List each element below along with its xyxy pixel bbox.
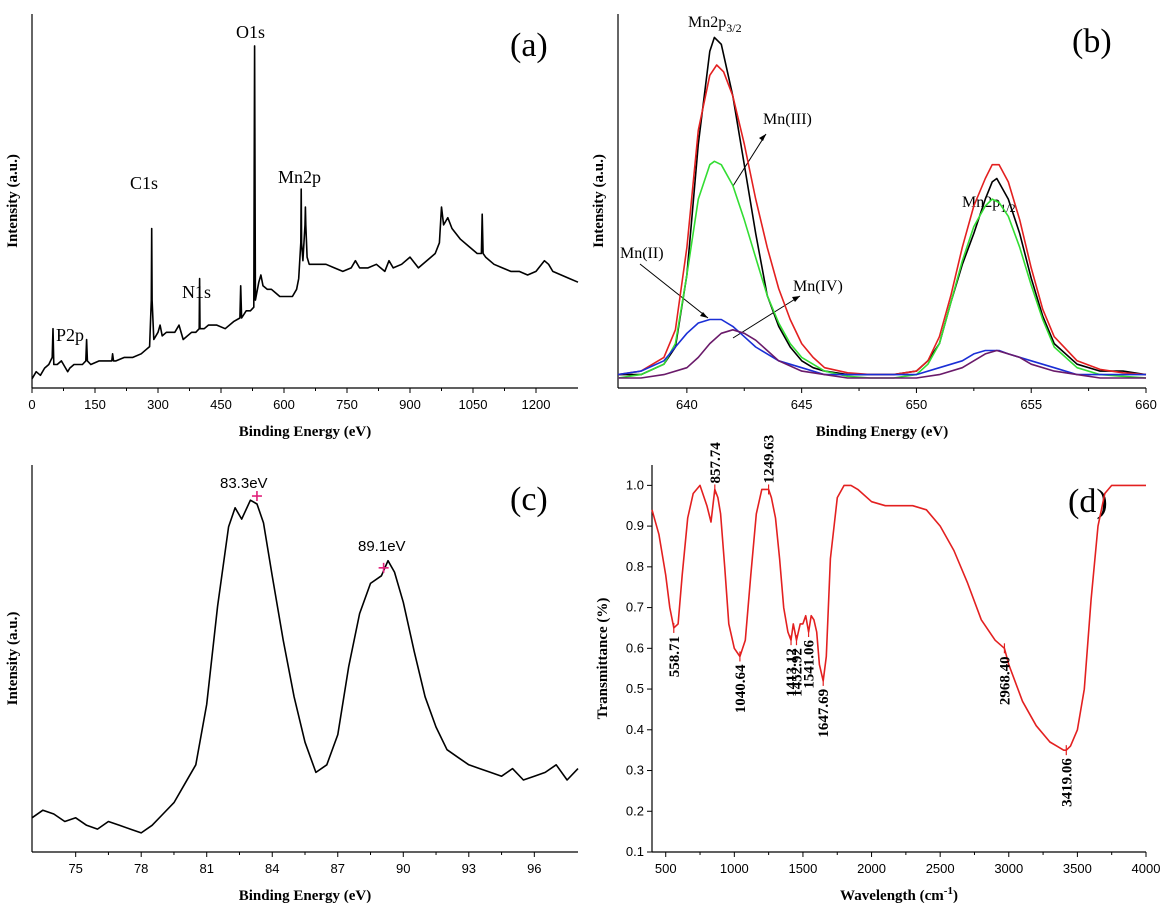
y-axis-label: Transmittance (%) <box>595 598 611 720</box>
series-line-xps-survey <box>31 45 579 380</box>
series-line-mn-iv- <box>618 328 1146 379</box>
peak-label-o1s: O1s <box>236 22 265 42</box>
component-label-mn3: Mn(III) <box>763 111 812 128</box>
x-axis-label-sup: -1 <box>944 885 953 897</box>
peak-label-mn2p: Mn2p <box>278 167 321 187</box>
x-axis-label-text: Wavelength (cm <box>840 888 944 904</box>
arrowhead-mn4 <box>792 296 800 302</box>
x-tick-label: 1000 <box>720 861 749 876</box>
y-tick-label: 0.6 <box>626 640 644 655</box>
series-line-ft-ir <box>651 484 1146 752</box>
x-tick-label: 600 <box>273 397 295 412</box>
x-tick-label: 81 <box>199 861 213 876</box>
x-tick-label: 655 <box>1020 397 1042 412</box>
peak-label: 1541.06 <box>802 640 818 689</box>
component-label-mn2: Mn(II) <box>620 245 664 262</box>
x-tick-label: 3500 <box>1063 861 1092 876</box>
peak-label: 1647.69 <box>816 689 832 738</box>
y-tick-label: 0.7 <box>626 600 644 615</box>
x-axis-label: Binding Energy (eV) <box>239 424 372 440</box>
arrow-mn3 <box>732 133 767 187</box>
x-tick-label: 3000 <box>994 861 1023 876</box>
x-tick-label: 0 <box>28 397 35 412</box>
x-axis-label-end: ) <box>953 888 958 904</box>
y-axis-label: Intensity (a.u.) <box>591 154 607 248</box>
x-tick-label: 645 <box>791 397 813 412</box>
arrow-mn2 <box>639 263 709 319</box>
peak-label-mn2p32-sub: 3/2 <box>726 21 741 35</box>
peak-label: 1413.12 <box>784 648 800 697</box>
peak-label: 3419.06 <box>1059 758 1075 807</box>
panel-c: (c) 83.3eV 89.1eV 75 78 81 84 87 90 93 96 Bindin… <box>5 465 579 904</box>
x-tick-label: 93 <box>462 861 476 876</box>
peak-label-mn2p12: Mn2p1/2 <box>962 194 1016 215</box>
peak-label-mn2p32: Mn2p3/2 <box>688 14 742 35</box>
x-tick-label: 300 <box>147 397 169 412</box>
x-axis-label: Wavelength (cm-1) <box>840 885 958 904</box>
series-line-mn-ii- <box>617 318 1146 376</box>
x-axis-label: Binding Energy (eV) <box>816 424 949 440</box>
x-tick-label: 2000 <box>857 861 886 876</box>
panel-d-label: (d) <box>1068 483 1108 520</box>
x-axis-label: Binding Energy (eV) <box>239 888 372 904</box>
panel-d: (d) 500 1000 1500 2000 2500 3000 3500 4000 0.1 0.… <box>595 435 1160 904</box>
x-tick-label: 750 <box>336 397 358 412</box>
x-tick-label: 450 <box>210 397 232 412</box>
series-line-bi-4f <box>31 499 579 834</box>
panel-a: (a) P2p C1s N1s O1s Mn2p 0 150 300 450 600 75… <box>5 14 579 440</box>
y-tick-label: 0.3 <box>626 763 644 778</box>
y-axis-label: Intensity (a.u.) <box>5 612 21 706</box>
y-tick-label: 0.9 <box>626 518 644 533</box>
y-tick-label: 0.4 <box>626 722 644 737</box>
peak-label: 1249.63 <box>762 435 778 484</box>
x-tick-label: 650 <box>906 397 928 412</box>
x-tick-label: 96 <box>527 861 541 876</box>
peak-label: 1040.64 <box>733 664 749 713</box>
peak-label: 558.71 <box>667 636 683 677</box>
x-tick-label: 90 <box>396 861 410 876</box>
x-tick-label: 150 <box>84 397 106 412</box>
y-tick-label: 0.1 <box>626 844 644 859</box>
arrowhead-mn3 <box>759 134 766 141</box>
peak-label-mn2p12-main: Mn2p <box>962 194 1000 211</box>
peak-label: 2968.40 <box>997 656 1013 705</box>
y-tick-label: 1.0 <box>626 477 644 492</box>
x-tick-label: 75 <box>68 861 82 876</box>
x-tick-label: 78 <box>134 861 148 876</box>
panel-c-label: (c) <box>510 481 548 518</box>
arrow-mn4 <box>732 295 801 339</box>
peak-label-n1s: N1s <box>182 282 211 302</box>
x-tick-label: 4000 <box>1132 861 1161 876</box>
x-tick-label: 84 <box>265 861 279 876</box>
y-tick-label: 0.8 <box>626 559 644 574</box>
y-tick-label: 0.5 <box>626 681 644 696</box>
peak-label: 857.74 <box>708 442 724 484</box>
peak-label-p2p: P2p <box>56 325 84 345</box>
peak-label-mn2p32-main: Mn2p <box>688 14 726 31</box>
panel-a-label: (a) <box>510 27 548 64</box>
panel-b: (b) Mn2p3/2 Mn2p1/2 Mn(III) Mn(II) Mn(IV… <box>591 14 1157 440</box>
series-line-mn-iii- <box>617 160 1147 379</box>
x-tick-label: 87 <box>331 861 345 876</box>
x-tick-label: 900 <box>399 397 421 412</box>
x-tick-label: 660 <box>1135 397 1157 412</box>
component-label-mn4: Mn(IV) <box>793 278 843 295</box>
y-tick-label: 0.2 <box>626 803 644 818</box>
peak-label-c1s: C1s <box>130 173 158 193</box>
x-tick-label: 1050 <box>459 397 488 412</box>
x-tick-label: 2500 <box>926 861 955 876</box>
x-tick-label: 1200 <box>522 397 551 412</box>
peak-label-833: 83.3eV <box>220 475 268 492</box>
y-axis-label: Intensity (a.u.) <box>5 154 21 248</box>
series-line-fitted <box>617 64 1147 376</box>
panel-b-label: (b) <box>1072 23 1112 60</box>
x-tick-label: 1500 <box>788 861 817 876</box>
peak-label: 1452.92 <box>789 648 805 697</box>
x-tick-label: 640 <box>676 397 698 412</box>
arrowhead-mn2 <box>700 312 708 318</box>
peak-label-891: 89.1eV <box>358 538 406 555</box>
x-tick-label: 500 <box>655 861 677 876</box>
